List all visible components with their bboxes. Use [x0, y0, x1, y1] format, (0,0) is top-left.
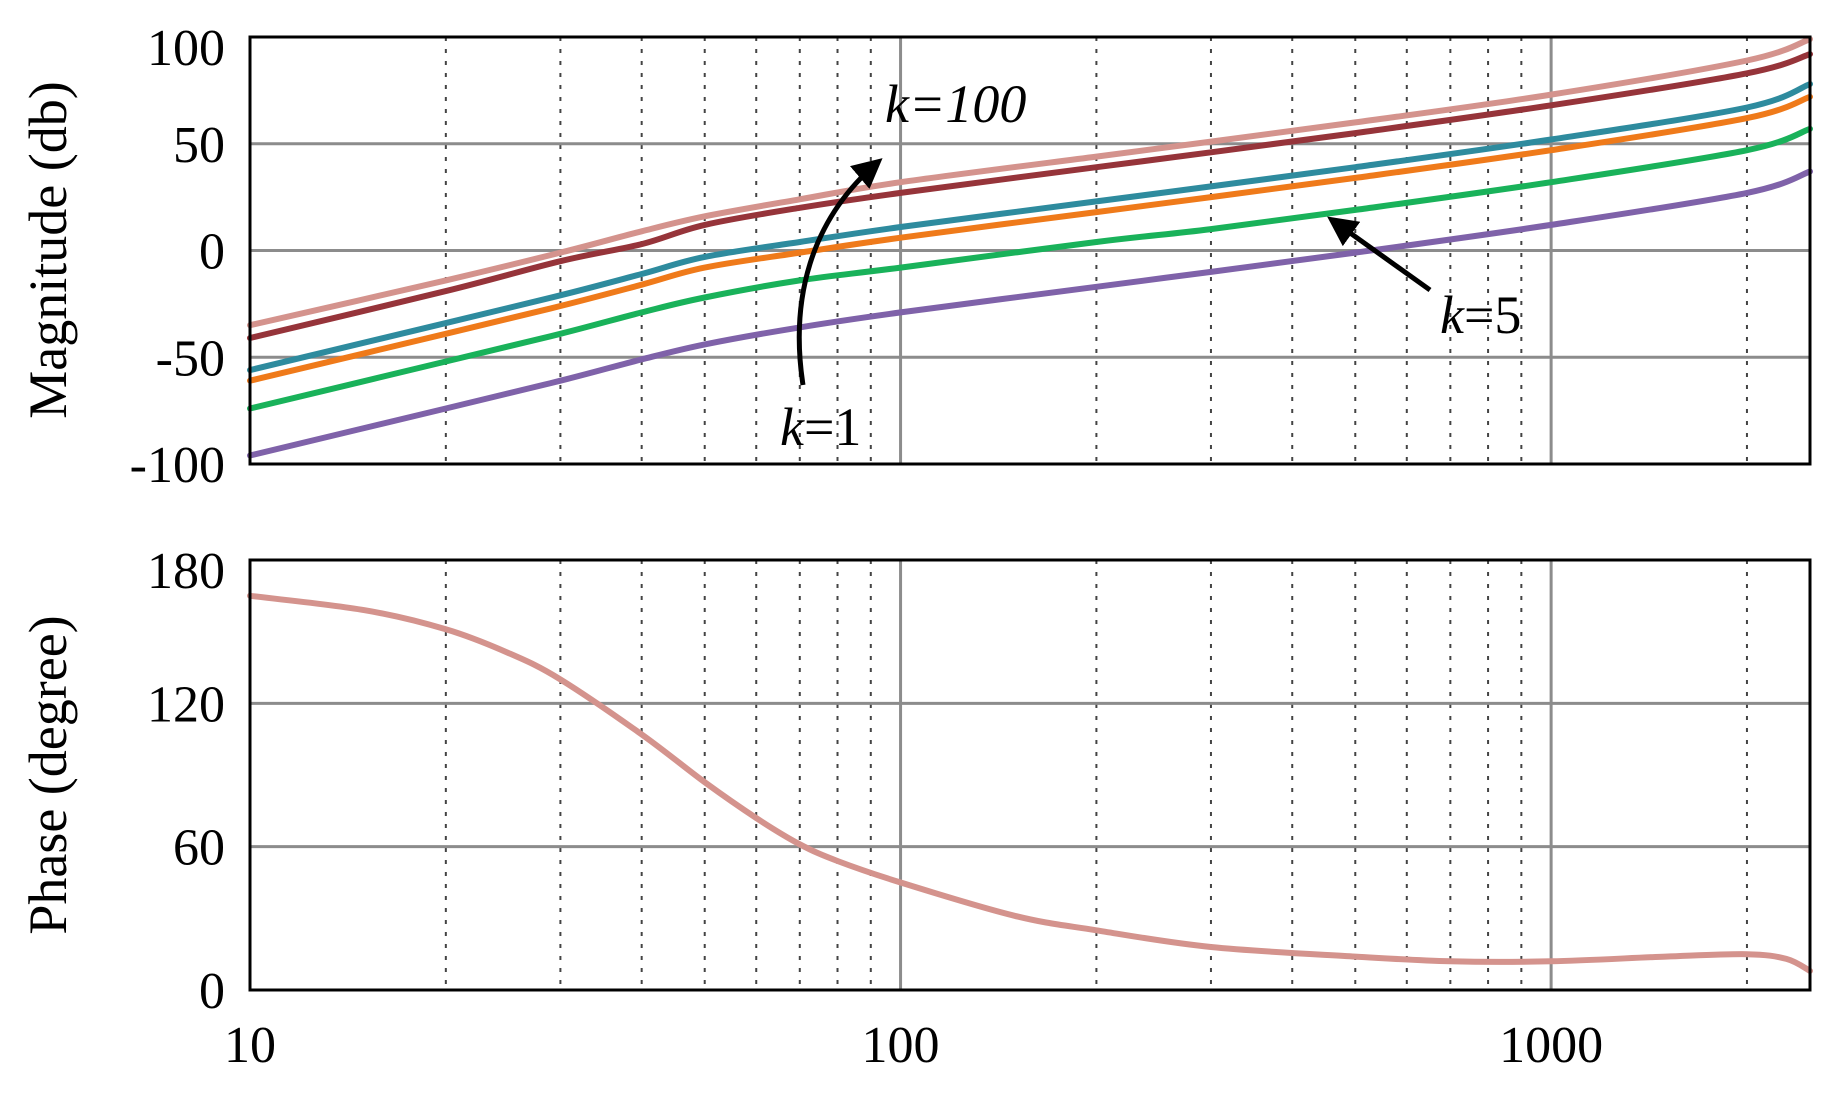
phase-series-1: [247, 592, 1813, 974]
annotation-k5-rest: =5: [1464, 285, 1521, 345]
magnitude-series-4: [247, 93, 1813, 384]
magnitude-series-6: [247, 168, 1813, 459]
phase-y-tick-label: 120: [147, 676, 225, 733]
magnitude-frame: [248, 35, 1812, 466]
x-tick-label: 100: [862, 1017, 940, 1074]
annotation-k5-var: k: [1440, 285, 1465, 345]
k100-arrow: [796, 158, 883, 386]
magnitude-y-tick-label: 50: [173, 117, 225, 174]
magnitude-y-tick-label: -50: [156, 330, 225, 387]
magnitude-series-group: [247, 36, 1813, 459]
phase-grid: [250, 560, 1810, 990]
annotation-k100: k=100: [885, 74, 1026, 134]
phase-y-axis-label: Phase (degree): [18, 615, 78, 934]
annotation-k1: k=1: [780, 397, 861, 457]
phase-y-tick-label: 60: [173, 820, 225, 877]
phase-y-tick-label: 0: [199, 963, 225, 1020]
magnitude-series-2: [247, 51, 1813, 341]
magnitude-series-3: [247, 81, 1813, 374]
x-tick-label: 1000: [1499, 1017, 1603, 1074]
annotation-k5: k=5: [1440, 285, 1521, 345]
annotation-k1-var: k: [780, 397, 805, 457]
annotation-k100-rest: =100: [909, 74, 1026, 134]
magnitude-series-5: [247, 125, 1813, 412]
phase-panel: 180 120 60 0 10 100 1000 Phase (degree): [18, 543, 1813, 1074]
annotation-k1-rest: =1: [804, 397, 861, 457]
magnitude-y-tick-label: -100: [130, 437, 225, 494]
x-tick-label: 10: [224, 1017, 276, 1074]
magnitude-y-axis-label: Magnitude (db): [18, 81, 78, 418]
magnitude-y-ticks: 100 50 0 -50 -100: [130, 20, 225, 494]
phase-y-tick-label: 180: [147, 543, 225, 600]
magnitude-y-tick-label: 100: [147, 20, 225, 77]
phase-y-ticks: 180 120 60 0: [147, 543, 225, 1020]
k5-arrow: [1327, 216, 1432, 293]
phase-x-ticks: 10 100 1000: [224, 1017, 1603, 1074]
phase-series-group: [247, 592, 1813, 974]
annotation-k100-var: k: [885, 74, 910, 134]
phase-frame: [248, 558, 1812, 992]
magnitude-y-tick-label: 0: [199, 224, 225, 281]
magnitude-series-1: [247, 36, 1813, 329]
